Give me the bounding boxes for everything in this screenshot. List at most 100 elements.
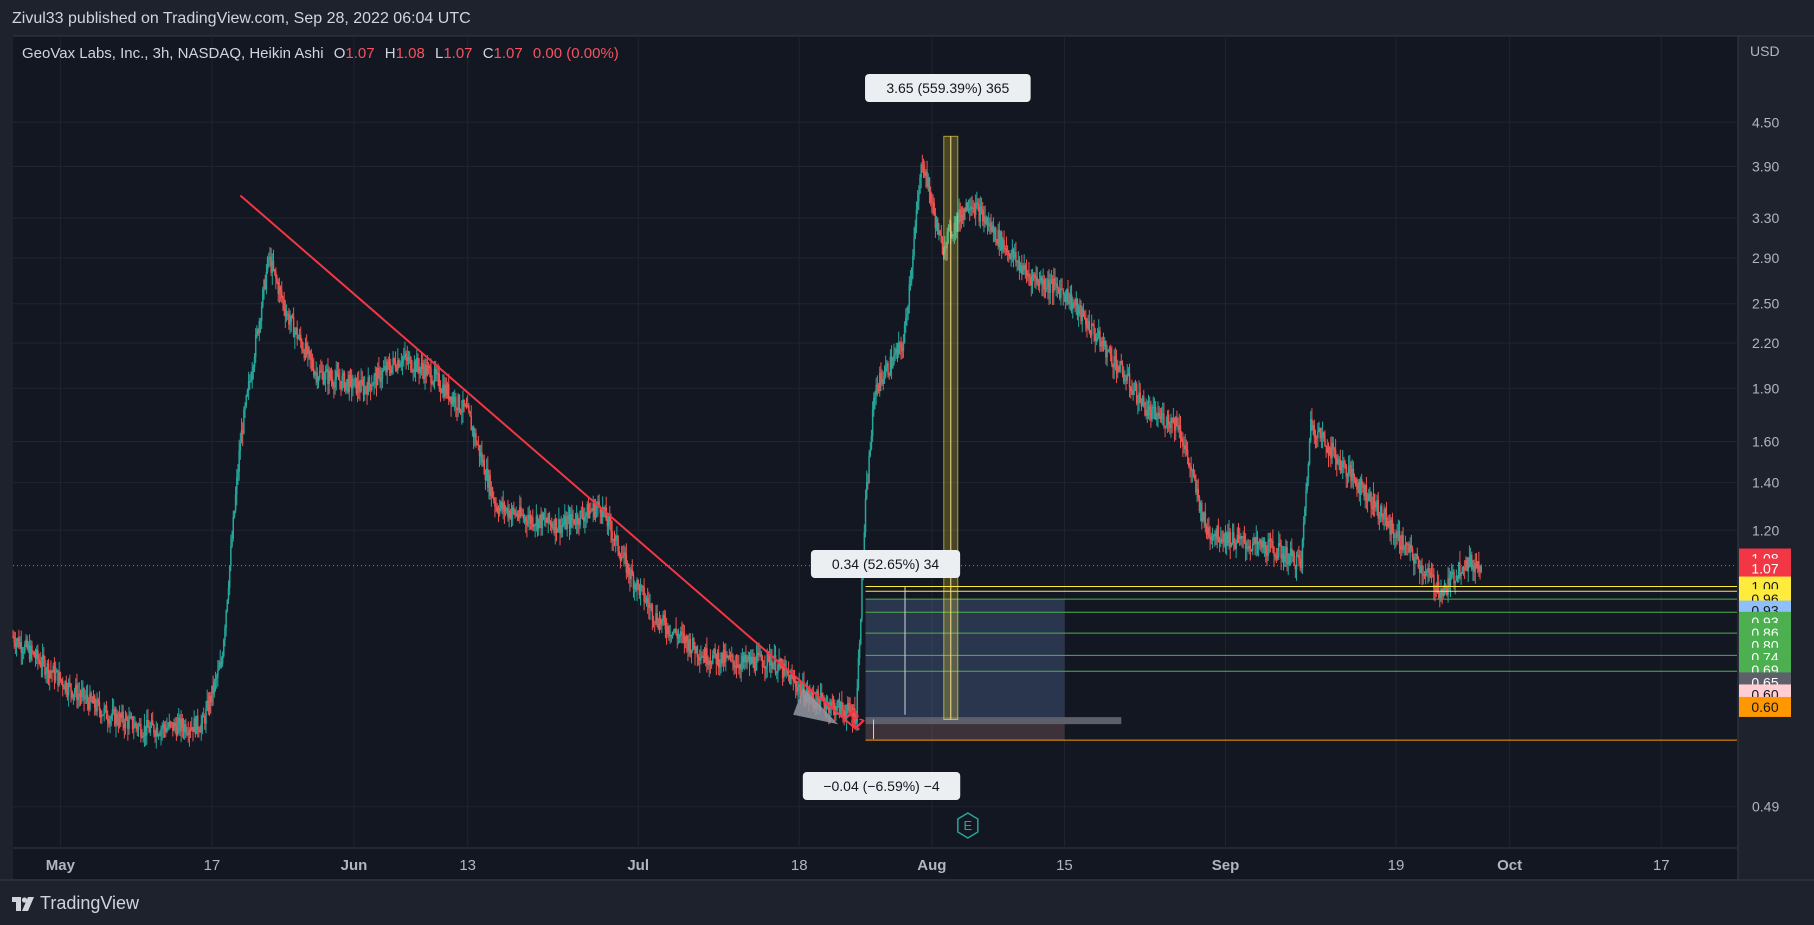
candle-body: [665, 629, 668, 634]
candle-body: [468, 405, 470, 412]
candle-body: [357, 381, 360, 390]
candle-body: [1148, 406, 1151, 411]
candle-body: [1074, 304, 1076, 306]
candle-body: [674, 628, 676, 632]
candle-body: [193, 718, 195, 732]
candle-body: [694, 648, 696, 654]
candle-body: [1457, 562, 1460, 579]
candle-body: [56, 670, 58, 673]
candle-body: [622, 557, 624, 559]
candle-body: [418, 366, 420, 373]
candle-body: [842, 709, 844, 711]
chart-pane[interactable]: [13, 36, 1738, 879]
candle-body: [1347, 466, 1350, 474]
candle-body: [144, 725, 147, 736]
candle-body: [315, 372, 317, 374]
candle-body: [574, 523, 577, 525]
candle-body: [73, 692, 76, 695]
candle-body: [35, 649, 38, 659]
candle-body: [1257, 542, 1260, 545]
candle-body: [945, 245, 947, 249]
candle-body: [819, 692, 822, 710]
candle-body: [556, 528, 559, 533]
candle-body: [221, 655, 224, 664]
candle-body: [233, 511, 236, 518]
candle-body: [649, 605, 651, 609]
candle-body: [723, 650, 726, 663]
candle-body: [1276, 556, 1279, 559]
candle-body: [944, 245, 946, 252]
candle-body: [251, 371, 253, 381]
candle-body: [659, 618, 662, 625]
price-axis-tag: [1739, 696, 1791, 717]
candle-body: [889, 356, 892, 375]
candle-body: [1154, 406, 1157, 419]
candle-body: [430, 368, 432, 383]
candle-body: [848, 702, 850, 706]
candle-body: [498, 507, 501, 514]
candle-body: [212, 685, 214, 694]
candle-body: [1037, 282, 1040, 287]
candle-body: [1350, 465, 1352, 481]
candle-body: [469, 411, 471, 417]
candle-body: [1365, 484, 1368, 502]
candle-body: [89, 693, 91, 710]
tradingview-logo[interactable]: TradingView: [12, 893, 139, 914]
candle-body: [169, 721, 172, 723]
candle-body: [1264, 542, 1267, 554]
candle-body: [883, 376, 886, 380]
candle-body: [127, 719, 129, 730]
candle-body: [706, 648, 708, 665]
symbol-title: GeoVax Labs, Inc., 3h, NASDAQ, Heikin As…: [22, 45, 324, 62]
candle-body: [611, 531, 613, 541]
candle-body: [234, 494, 237, 512]
candle-body: [33, 652, 36, 657]
candle-body: [983, 216, 985, 222]
candle-body: [260, 306, 263, 321]
candle-body: [1211, 535, 1214, 540]
candle-body: [1326, 446, 1329, 453]
candle-body: [1165, 425, 1168, 427]
candle-body: [437, 372, 439, 374]
candle-body: [423, 369, 425, 379]
candle-body: [990, 222, 992, 232]
candle-body: [675, 628, 677, 634]
candle-body: [680, 631, 682, 636]
candle-body: [1010, 253, 1012, 260]
candle-body: [766, 651, 768, 667]
candle-body: [266, 257, 269, 272]
candle-body: [1152, 406, 1155, 409]
candle-body: [726, 654, 728, 656]
candle-body: [225, 610, 227, 628]
candle-body: [1372, 493, 1375, 510]
candle-body: [265, 271, 268, 289]
candle-body: [617, 535, 619, 552]
candle-body: [958, 209, 960, 224]
candle-body: [670, 634, 673, 637]
candle-body: [1137, 402, 1139, 404]
candle-body: [1066, 288, 1068, 302]
candle-body: [249, 380, 251, 382]
candle-body: [143, 725, 146, 736]
candle-body: [1179, 425, 1182, 438]
candle-body: [873, 397, 875, 410]
candle-body: [1375, 505, 1377, 508]
candle-body: [200, 723, 203, 733]
candle-body: [1167, 414, 1170, 425]
candle-body: [929, 191, 932, 203]
candle-body: [1209, 537, 1211, 539]
candle-body: [104, 705, 107, 708]
candle-body: [1394, 537, 1396, 539]
candle-body: [869, 449, 872, 456]
candle-body: [652, 619, 655, 622]
candle-body: [655, 613, 657, 623]
candle-body: [240, 430, 243, 444]
candle-body: [564, 515, 566, 525]
candle-body: [79, 695, 82, 698]
candle-body: [1282, 553, 1285, 562]
candle-body: [630, 569, 632, 580]
candle-body: [752, 657, 754, 664]
candle-body: [788, 674, 791, 684]
candle-body: [677, 635, 680, 639]
